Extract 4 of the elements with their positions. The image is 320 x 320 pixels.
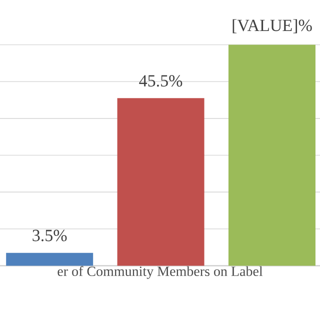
x-axis-title: er of Community Members on Label <box>58 266 263 279</box>
data-label: 3.5% <box>32 230 67 242</box>
data-label: [VALUE]% <box>232 19 312 34</box>
data-label: 45.5% <box>139 75 182 87</box>
